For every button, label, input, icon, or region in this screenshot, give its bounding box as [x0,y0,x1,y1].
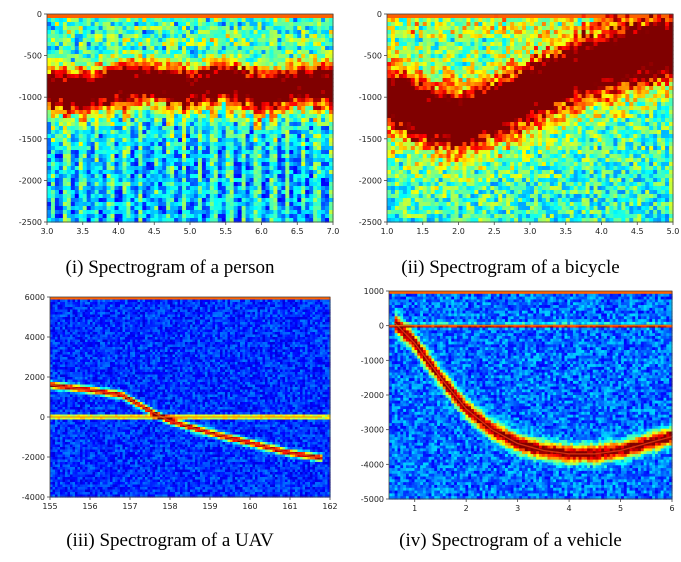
x-tick-label: 4.0 [595,227,608,236]
x-tick-label: 160 [242,502,257,511]
caption-uav: (iii) Spectrogram of a UAV [0,530,340,552]
x-tick-label: 6.5 [291,227,304,236]
heatmap-cells [50,297,331,498]
x-tick-label: 5.0 [184,227,197,236]
spectrogram-vehicle: 1 2 3 4 5 6 1000 0 -1000 -2000 -3000 -4000 -5000 [361,287,675,513]
x-tick-label: 162 [322,502,337,511]
y-tick-label: 6000 [25,293,45,302]
y-tick-label: -500 [24,52,42,61]
y-tick-label: -2500 [359,218,382,227]
x-tick-label: 2.5 [488,227,501,236]
x-tick-label: 6 [669,504,674,513]
y-tick-label: -2500 [19,218,42,227]
y-tick-label: -500 [364,52,382,61]
panel-uav: 155 156 157 158 159 160 161 162 6000 4000 2000 0 -20… [0,285,340,515]
x-tick-label: 1 [412,504,417,513]
x-tick-label: 159 [202,502,217,511]
plot-frame [49,296,331,498]
spectrogram-uav: 155 156 157 158 159 160 161 162 6000 4000 2000 0 -20… [22,293,338,511]
caption-person: (i) Spectrogram of a person [0,257,340,279]
x-tick-label: 155 [42,502,57,511]
x-tick-label: 2 [464,504,469,513]
y-tick-label: -2000 [361,391,384,400]
x-tick-label: 4.5 [148,227,161,236]
y-tick-label: -2000 [19,176,42,185]
dominant-trace [393,321,673,455]
y-tick-label: -2000 [359,176,382,185]
x-tick-label: 3.0 [41,227,54,236]
y-tick-label: -5000 [361,495,384,504]
y-tick-label: -3000 [361,426,384,435]
y-tick-label: 4000 [25,333,45,342]
x-tick-label: 5.5 [219,227,232,236]
y-tick-label: 0 [40,413,45,422]
y-tick-label: -1000 [361,356,384,365]
y-tick-label: -1000 [359,93,382,102]
y-tick-label: -1500 [19,135,42,144]
x-tick-label: 3 [515,504,520,513]
panel-person: 3.0 3.5 4.0 4.5 5.0 5.5 6.0 6.5 7.0 0 -500 -1000 -15… [0,0,340,240]
y-tick-label: -2000 [22,453,45,462]
x-tick-label: 3.5 [76,227,89,236]
y-tick-label: 2000 [25,373,45,382]
x-tick-label: 2.0 [452,227,465,236]
x-tick-label: 3.0 [524,227,537,236]
heatmap-cells [387,14,674,223]
caption-bicycle: (ii) Spectrogram of a bicycle [340,257,681,279]
x-tick-label: 156 [82,502,97,511]
x-tick-label: 4.5 [631,227,644,236]
panel-bicycle: 1.0 1.5 2.0 2.5 3.0 3.5 4.0 4.5 5.0 0 -500 -1000 -15… [340,0,681,240]
y-tick-label: 0 [377,10,382,19]
heatmap-cells [389,291,673,500]
x-tick-label: 4 [567,504,572,513]
y-tick-label: -1000 [19,93,42,102]
spectrogram-person: 3.0 3.5 4.0 4.5 5.0 5.5 6.0 6.5 7.0 0 -500 -1000 -15… [19,10,340,236]
caption-vehicle: (iv) Spectrogram of a vehicle [340,530,681,552]
x-tick-label: 157 [122,502,137,511]
heatmap-cells [47,14,334,223]
x-tick-label: 5.0 [667,227,680,236]
y-tick-label: 1000 [364,287,384,296]
x-tick-label: 1.0 [381,227,394,236]
y-tick-label: 0 [37,10,42,19]
x-tick-label: 4.0 [112,227,125,236]
x-tick-label: 158 [162,502,177,511]
x-tick-label: 3.5 [559,227,572,236]
y-tick-label: -4000 [22,493,45,502]
panel-vehicle: 1 2 3 4 5 6 1000 0 -1000 -2000 -3000 -4000 -5000 [340,285,681,515]
y-tick-label: -4000 [361,460,384,469]
y-tick-label: -1500 [359,135,382,144]
spectrogram-bicycle: 1.0 1.5 2.0 2.5 3.0 3.5 4.0 4.5 5.0 0 -500 -1000 -15… [359,10,680,236]
x-tick-label: 161 [282,502,297,511]
x-tick-label: 1.5 [416,227,429,236]
dominant-trace [49,384,323,459]
y-tick-label: 0 [379,322,384,331]
x-tick-label: 7.0 [327,227,340,236]
x-tick-label: 5 [618,504,623,513]
x-tick-label: 6.0 [255,227,268,236]
